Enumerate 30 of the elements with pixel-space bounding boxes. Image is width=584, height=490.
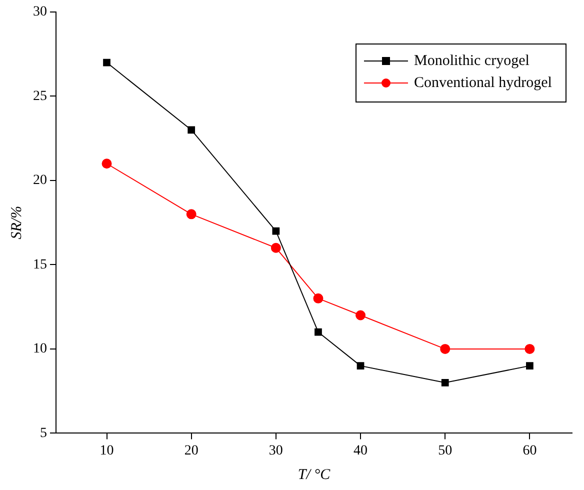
point xyxy=(314,328,322,336)
point xyxy=(270,242,281,253)
x-tick-label: 50 xyxy=(438,443,452,458)
x-tick-label: 10 xyxy=(100,443,114,458)
point xyxy=(356,362,364,370)
y-tick-label: 10 xyxy=(33,342,47,357)
point xyxy=(440,344,450,354)
point xyxy=(186,209,196,220)
point xyxy=(313,293,324,304)
x-axis-title: T/ °C xyxy=(298,466,332,483)
point xyxy=(441,378,449,386)
point xyxy=(524,344,535,354)
point xyxy=(188,126,196,134)
y-axis-title: SR/% xyxy=(8,206,25,240)
legend-label: Conventional hydrogel xyxy=(414,74,552,91)
point xyxy=(272,227,280,235)
x-tick-label: 60 xyxy=(522,443,537,458)
point xyxy=(526,362,534,370)
y-tick-label: 30 xyxy=(33,4,47,20)
y-tick-label: 5 xyxy=(40,426,47,441)
y-tick-label: 20 xyxy=(33,173,47,188)
x-tick-label: 20 xyxy=(184,443,198,458)
point xyxy=(356,310,366,320)
point xyxy=(103,58,110,66)
y-tick-label: 25 xyxy=(33,88,47,104)
x-tick-label: 30 xyxy=(268,443,283,458)
x-tick-label: 40 xyxy=(354,443,368,458)
legend-label: Monolithic cryogel xyxy=(414,52,530,69)
y-tick-label: 15 xyxy=(33,257,47,272)
point xyxy=(102,158,112,169)
